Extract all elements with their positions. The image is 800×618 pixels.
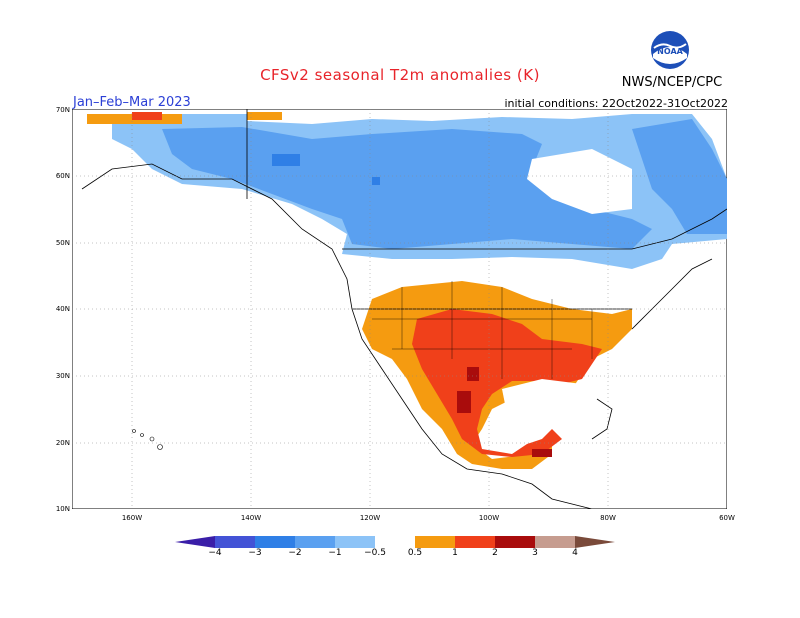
lon-label-80w: 80W [600,514,616,522]
warm-anomaly-dark-2 [457,391,471,413]
warm-anomaly-dark-1 [467,367,479,381]
colorbar-bin-6 [415,536,455,548]
lon-label-60w: 60W [719,514,735,522]
colorbar-bin-2 [255,536,295,548]
colorbar-lower-arrow [175,536,215,548]
lat-label-30n: 30N [55,372,70,380]
colorbar-label-4: 4 [572,548,578,558]
gulf-of-mexico [502,379,597,429]
warm-anomaly-north-3 [247,112,282,120]
initial-conditions: initial conditions: 22Oct2022-31Oct2022 [504,97,728,110]
colorbar-bin-9 [535,536,575,548]
lon-label-160w: 160W [121,514,143,522]
lat-label-70n: 70N [55,106,70,114]
warm-anomaly-dark-3 [532,449,552,457]
colorbar-label-m1: −1 [328,548,342,558]
colorbar-label-1: 1 [452,548,458,558]
cold-anomaly-dark-2 [372,177,380,185]
colorbar-bin-3 [295,536,335,548]
hudson-bay [527,149,632,214]
lat-label-10n: 10N [55,505,70,513]
noaa-logo: NOAA [651,31,689,69]
warm-anomaly-north-2 [132,112,162,120]
anomaly-map [72,109,727,509]
colorbar-bin-4 [335,536,375,548]
colorbar-bin-7 [455,536,495,548]
colorbar-label-m4: −4 [208,548,222,558]
colorbar-bin-5 [375,536,415,548]
colorbar-label-m05: −0.5 [364,548,386,558]
colorbar [175,536,615,548]
graticule [72,109,727,509]
colorbar-bin-8 [495,536,535,548]
forecast-period: Jan–Feb–Mar 2023 [73,95,191,110]
lat-label-40n: 40N [55,305,70,313]
lon-label-100w: 100W [478,514,500,522]
colorbar-label-3: 3 [532,548,538,558]
colorbar-label-05: 0.5 [407,548,423,558]
lat-label-60n: 60N [55,172,70,180]
lat-label-50n: 50N [55,239,70,247]
us-state-lines [372,281,593,379]
colorbar-label-2: 2 [492,548,498,558]
warm-anomaly-red [412,309,602,457]
cold-anomaly-dark [272,154,300,166]
map-title: CFSv2 seasonal T2m anomalies (K) [260,66,540,84]
noaa-logo-text: NOAA [657,47,683,56]
cold-anomaly-medium-east [632,119,727,234]
lon-label-120w: 120W [359,514,381,522]
colorbar-label-m3: −3 [248,548,262,558]
lon-label-140w: 140W [240,514,262,522]
agency-label: NWS/NCEP/CPC [621,75,723,90]
colorbar-bin-1 [215,536,255,548]
hawaii-islands [132,429,163,450]
colorbar-label-m2: −2 [288,548,302,558]
colorbar-upper-arrow [575,536,615,548]
lat-label-20n: 20N [55,439,70,447]
